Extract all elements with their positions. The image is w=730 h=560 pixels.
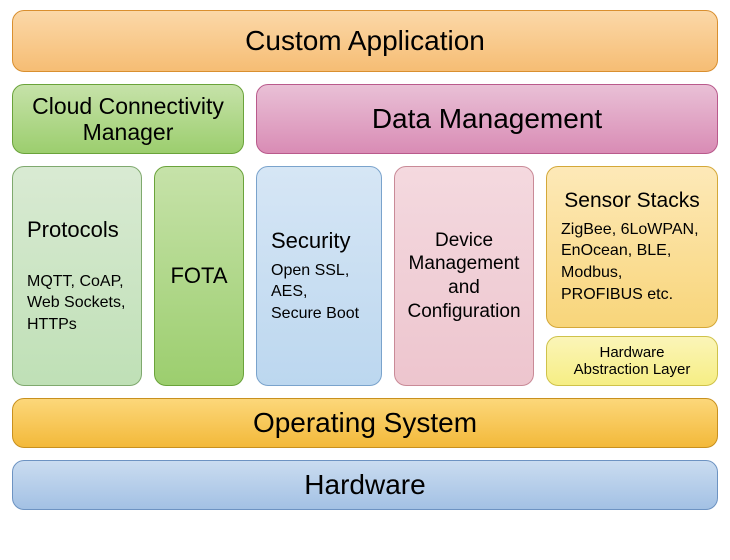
protocols-sub: MQTT, CoAP, Web Sockets, HTTPs <box>27 271 127 336</box>
custom-app-label: Custom Application <box>245 25 485 57</box>
layer-protocols: Protocols MQTT, CoAP, Web Sockets, HTTPs <box>12 166 142 386</box>
layer-device-config: Device Management and Configuration <box>394 166 534 386</box>
layer-operating-system: Operating System <box>12 398 718 448</box>
layer-data-management: Data Management <box>256 84 718 154</box>
security-title: Security <box>271 228 367 254</box>
layer-cloud-connectivity: Cloud Connectivity Manager <box>12 84 244 154</box>
layer-sensor-stacks: Sensor Stacks ZigBee, 6LoWPAN, EnOcean, … <box>546 166 718 328</box>
sensor-sub: ZigBee, 6LoWPAN, EnOcean, BLE, Modbus, P… <box>561 219 703 305</box>
layer-hardware: Hardware <box>12 460 718 510</box>
device-cfg-title: Device Management and Configuration <box>408 229 521 324</box>
hal-title: Hardware Abstraction Layer <box>561 344 703 378</box>
hardware-label: Hardware <box>304 469 425 501</box>
security-sub: Open SSL, AES, Secure Boot <box>271 260 367 325</box>
protocols-title: Protocols <box>27 217 127 243</box>
layer-hal: Hardware Abstraction Layer <box>546 336 718 386</box>
sensor-title: Sensor Stacks <box>561 189 703 213</box>
data-mgmt-label: Data Management <box>372 103 602 135</box>
row-connectivity-data: Cloud Connectivity Manager Data Manageme… <box>12 84 718 154</box>
os-label: Operating System <box>253 407 477 439</box>
layer-security: Security Open SSL, AES, Secure Boot <box>256 166 382 386</box>
row-middleware: Protocols MQTT, CoAP, Web Sockets, HTTPs… <box>12 166 718 386</box>
cloud-label: Cloud Connectivity Manager <box>27 93 229 146</box>
right-column: Sensor Stacks ZigBee, 6LoWPAN, EnOcean, … <box>546 166 718 386</box>
layer-custom-application: Custom Application <box>12 10 718 72</box>
fota-title: FOTA <box>170 263 227 289</box>
layer-fota: FOTA <box>154 166 244 386</box>
